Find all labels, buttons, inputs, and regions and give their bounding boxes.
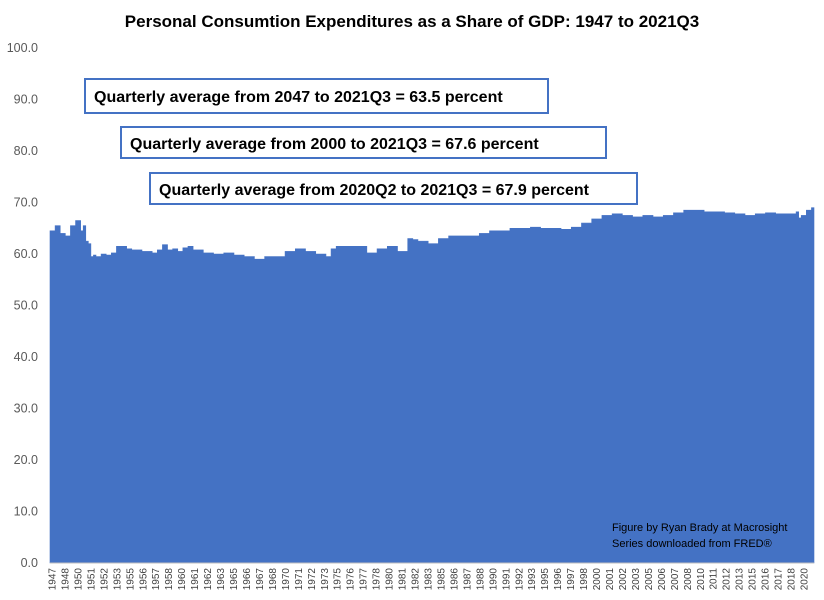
credit-line-1: Figure by Ryan Brady at Macrosight xyxy=(612,522,787,534)
x-tick-label: 1948 xyxy=(60,568,71,591)
x-tick-label: 1996 xyxy=(553,568,564,591)
x-tick-label: 1966 xyxy=(242,568,253,591)
x-tick-label: 2006 xyxy=(657,568,668,591)
x-tick-label: 1983 xyxy=(424,568,435,591)
x-tick-label: 1985 xyxy=(436,568,447,591)
x-tick-label: 2007 xyxy=(670,568,681,591)
x-tick-label: 1982 xyxy=(411,568,422,591)
x-tick-label: 1952 xyxy=(99,568,110,591)
x-tick-label: 2016 xyxy=(761,568,772,591)
y-tick-label: 0.0 xyxy=(21,556,38,570)
x-tick-label: 2005 xyxy=(644,568,655,591)
x-tick-label: 1993 xyxy=(527,568,538,591)
x-tick-label: 1956 xyxy=(138,568,149,591)
y-tick-label: 100.0 xyxy=(7,41,38,55)
x-tick-label: 1987 xyxy=(462,568,473,591)
x-tick-label: 1976 xyxy=(346,568,357,591)
x-tick-label: 2020 xyxy=(800,568,811,591)
x-tick-label: 1995 xyxy=(540,568,551,591)
x-tick-label: 2013 xyxy=(735,568,746,591)
x-tick-label: 1981 xyxy=(398,568,409,591)
credit-line-2: Series downloaded from FRED® xyxy=(612,538,772,550)
x-tick-label: 1998 xyxy=(579,568,590,591)
x-tick-label: 2001 xyxy=(605,568,616,591)
x-tick-label: 1960 xyxy=(177,568,188,591)
annotation-1-box xyxy=(84,78,549,114)
x-tick-label: 2003 xyxy=(631,568,642,591)
y-tick-label: 20.0 xyxy=(14,453,38,467)
x-tick-label: 1947 xyxy=(48,568,59,591)
x-tick-label: 1958 xyxy=(164,568,175,591)
x-tick-label: 1986 xyxy=(449,568,460,591)
x-tick-label: 2008 xyxy=(683,568,694,591)
x-tick-label: 2000 xyxy=(592,568,603,591)
annotation-2-text: Quarterly average from 2000 to 2021Q3 = … xyxy=(130,136,539,153)
annotation-3: Quarterly average from 2020Q2 to 2021Q3 … xyxy=(149,172,638,205)
annotation-1-text: Quarterly average from 2047 to 2021Q3 = … xyxy=(94,89,503,106)
x-tick-label: 1972 xyxy=(307,568,318,591)
x-tick-label: 1988 xyxy=(475,568,486,591)
x-tick-label: 1955 xyxy=(125,568,136,591)
y-tick-label: 40.0 xyxy=(14,350,38,364)
x-tick-label: 1967 xyxy=(255,568,266,591)
x-tick-label: 1968 xyxy=(268,568,279,591)
x-tick-label: 2010 xyxy=(696,568,707,591)
x-tick-label: 1963 xyxy=(216,568,227,591)
y-tick-label: 90.0 xyxy=(14,93,38,107)
y-tick-label: 80.0 xyxy=(14,144,38,158)
x-tick-label: 1973 xyxy=(320,568,331,591)
chart-title: Personal Consumtion Expenditures as a Sh… xyxy=(125,12,699,31)
x-tick-label: 1977 xyxy=(359,568,370,591)
x-tick-label: 1961 xyxy=(190,568,201,591)
y-axis: 0.0 10.0 20.0 30.0 40.0 50.0 60.0 70.0 80.0 90.0 1… xyxy=(7,41,38,570)
x-tick-label: 1975 xyxy=(333,568,344,591)
x-tick-label: 1991 xyxy=(501,568,512,591)
x-axis: 1947 1948 1950 1951 1952 1953 1955 1956 1957 1958… xyxy=(48,562,814,591)
x-tick-label: 2012 xyxy=(722,568,733,591)
annotation-3-box xyxy=(149,172,638,205)
x-tick-label: 1992 xyxy=(514,568,525,591)
x-tick-label: 2015 xyxy=(748,568,759,591)
annotation-1: Quarterly average from 2047 to 2021Q3 = … xyxy=(84,78,549,114)
x-tick-label: 2002 xyxy=(618,568,629,591)
y-tick-label: 10.0 xyxy=(14,505,38,519)
annotation-2-box xyxy=(120,126,607,159)
annotation-2: Quarterly average from 2000 to 2021Q3 = … xyxy=(120,126,607,159)
x-tick-label: 1965 xyxy=(229,568,240,591)
x-tick-label: 1971 xyxy=(294,568,305,591)
x-tick-label: 1990 xyxy=(488,568,499,591)
x-tick-label: 1997 xyxy=(566,568,577,591)
y-tick-label: 60.0 xyxy=(14,247,38,261)
y-tick-label: 70.0 xyxy=(14,196,38,210)
y-tick-label: 50.0 xyxy=(14,299,38,313)
x-tick-label: 1980 xyxy=(385,568,396,591)
x-tick-label: 1978 xyxy=(372,568,383,591)
x-tick-label: 1951 xyxy=(86,568,97,591)
pce-share-area xyxy=(49,207,815,564)
x-tick-label: 2017 xyxy=(774,568,785,591)
x-tick-label: 1962 xyxy=(203,568,214,591)
annotation-3-text: Quarterly average from 2020Q2 to 2021Q3 … xyxy=(159,182,590,199)
x-tick-label: 1957 xyxy=(151,568,162,591)
x-tick-label: 2018 xyxy=(787,568,798,591)
x-tick-label: 1950 xyxy=(73,568,84,591)
x-tick-label: 1953 xyxy=(112,568,123,591)
x-tick-label: 2011 xyxy=(709,568,720,590)
y-tick-label: 30.0 xyxy=(14,402,38,416)
x-tick-label: 1970 xyxy=(281,568,292,591)
